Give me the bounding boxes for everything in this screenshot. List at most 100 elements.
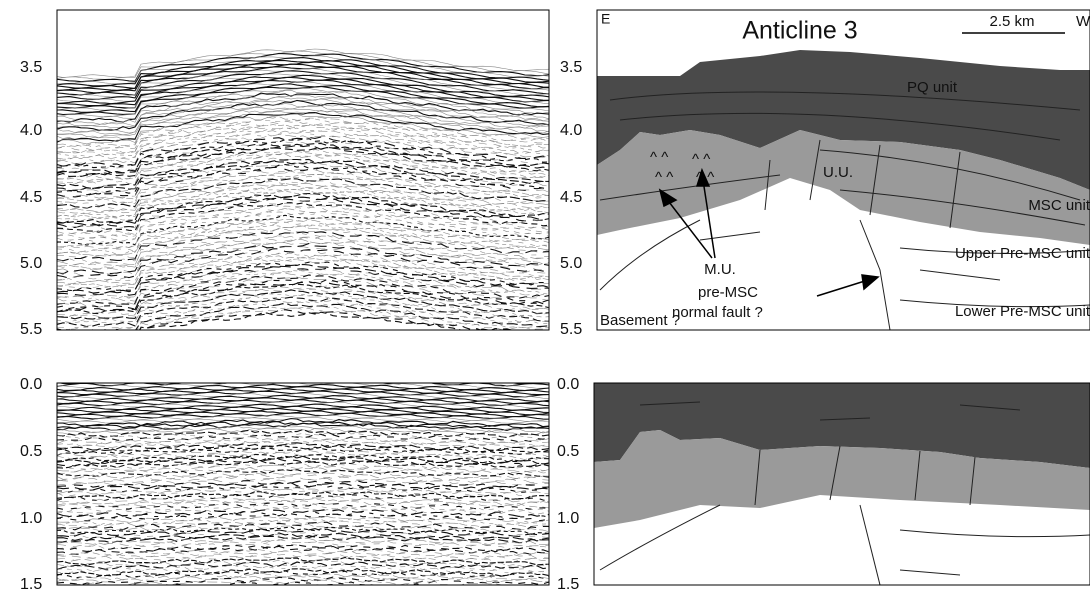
reflector <box>57 440 549 449</box>
reflector <box>57 537 549 546</box>
reflector <box>57 202 549 233</box>
reflector <box>57 124 549 154</box>
reflector <box>57 105 549 136</box>
reflector <box>57 302 549 330</box>
reflector <box>57 283 549 315</box>
reflector <box>57 506 549 515</box>
reflector <box>57 138 549 169</box>
tick-label: 1.5 <box>20 576 42 592</box>
reflector <box>136 307 548 330</box>
reflector <box>57 455 549 465</box>
reflector <box>57 174 549 204</box>
tick-label: 1.0 <box>20 510 42 527</box>
tick-label: 0.0 <box>20 376 42 393</box>
reflector <box>57 528 549 538</box>
reflector <box>57 383 549 389</box>
unit-label: Lower Pre-MSC unit <box>955 303 1090 320</box>
reflector <box>57 442 549 452</box>
reflector <box>57 502 549 510</box>
scale-label: 2.5 km <box>989 13 1034 30</box>
reflector <box>57 412 549 420</box>
reflector <box>57 74 549 105</box>
reflector <box>57 63 549 94</box>
panel-title: Anticline 3 <box>742 17 857 45</box>
svg-text:^ ^: ^ ^ <box>650 149 668 166</box>
reflector <box>57 393 549 400</box>
reflector <box>57 299 549 330</box>
reflector <box>57 495 549 504</box>
reflector <box>57 383 549 387</box>
tick-label: 4.5 <box>20 189 42 206</box>
reflector <box>57 500 549 509</box>
reflector <box>57 178 549 209</box>
reflector <box>57 214 549 246</box>
interpretation <box>594 383 1090 585</box>
reflector <box>57 61 549 91</box>
reflector <box>57 225 549 257</box>
direction-label: E <box>601 11 610 27</box>
reflector <box>57 488 549 498</box>
reflector <box>57 224 549 255</box>
reflector <box>57 259 549 289</box>
reflector <box>57 113 549 145</box>
reflector <box>57 416 549 424</box>
reflector <box>57 250 549 281</box>
reflector <box>57 279 549 310</box>
reflector <box>57 162 549 194</box>
reflector <box>57 544 549 553</box>
reflector <box>57 142 549 174</box>
reflector <box>57 552 549 561</box>
reflector <box>57 425 549 434</box>
panel-frame <box>593 382 1090 586</box>
reflector <box>57 151 549 182</box>
reflector <box>57 487 549 495</box>
reflector <box>57 125 549 155</box>
reflector <box>139 309 513 330</box>
reflector <box>57 221 549 253</box>
reflector <box>57 556 549 566</box>
tick-label: 5.5 <box>20 321 42 338</box>
reflector <box>121 581 470 585</box>
reflector <box>57 153 549 185</box>
reflector <box>57 238 549 270</box>
direction-label: W <box>1076 13 1090 30</box>
reflector <box>57 575 549 583</box>
reflector <box>57 232 549 264</box>
reflector <box>57 276 549 308</box>
reflector <box>57 180 549 211</box>
reflector <box>57 254 549 285</box>
reflector <box>57 166 549 198</box>
reflector <box>57 480 549 488</box>
reflector <box>57 108 549 139</box>
reflector <box>57 519 549 528</box>
reflector <box>57 296 549 328</box>
reflector <box>57 510 549 520</box>
reflector <box>57 473 549 482</box>
reflector <box>57 155 549 186</box>
reflector <box>57 236 549 268</box>
reflector <box>57 99 549 131</box>
reflector <box>57 81 549 111</box>
reflector <box>57 55 549 85</box>
reflector <box>57 160 549 192</box>
reflector <box>57 475 549 485</box>
reflector <box>57 94 549 125</box>
reflector <box>57 568 549 577</box>
tick-label: 0.0 <box>557 376 579 393</box>
reflector <box>57 130 549 160</box>
reflector <box>57 256 549 288</box>
reflector <box>57 134 549 165</box>
reflector <box>57 213 549 244</box>
reflector <box>57 559 549 568</box>
reflector <box>57 554 549 563</box>
reflector <box>57 517 549 526</box>
unit-label: PQ unit <box>907 79 958 96</box>
reflector <box>57 435 549 445</box>
reflector <box>57 183 549 213</box>
reflector <box>57 446 549 456</box>
interpretation: ^ ^^ ^^ ^^ ^ <box>597 50 1090 330</box>
reflector <box>57 491 549 500</box>
unit-label: U.U. <box>823 164 853 181</box>
reflector <box>57 386 549 394</box>
reflector <box>138 311 497 330</box>
